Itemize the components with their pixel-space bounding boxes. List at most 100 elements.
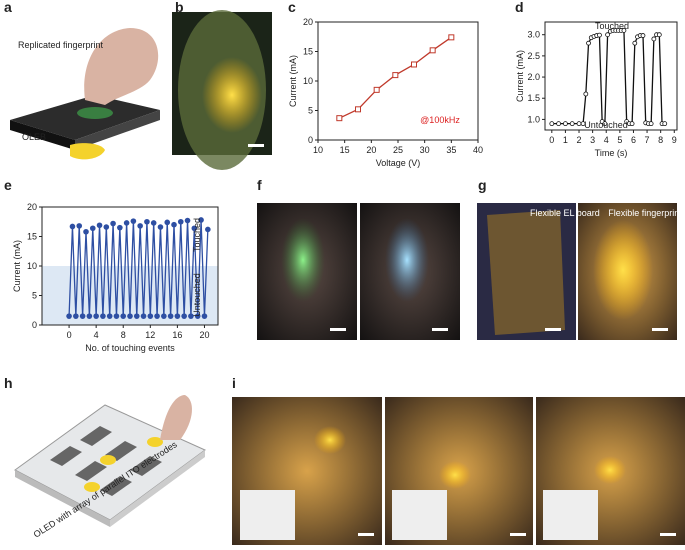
data-point	[167, 313, 174, 319]
photo-g	[477, 203, 677, 340]
data-point	[117, 224, 123, 231]
y-tick-label: 15	[27, 232, 37, 242]
x-tick-label: 5	[617, 135, 622, 145]
annotation: @100kHz	[420, 115, 460, 125]
data-point	[140, 313, 147, 319]
x-tick-label: 8	[658, 135, 663, 145]
data-point	[629, 121, 635, 127]
x-tick-label: 0	[549, 135, 554, 145]
data-point	[120, 313, 127, 319]
annotation: Untouched	[192, 273, 202, 317]
annotation: Untouched	[584, 120, 628, 130]
y-tick-label: 1.0	[527, 114, 540, 124]
x-tick-label: 30	[420, 145, 430, 155]
y-axis-label: Current (mA)	[288, 55, 298, 107]
data-point	[106, 313, 113, 319]
annotation: Touched	[192, 218, 202, 252]
photo-label: Flexible EL board	[530, 208, 600, 218]
panel-label: f	[257, 177, 262, 193]
data-point	[448, 34, 455, 41]
y-tick-label: 1.5	[527, 93, 540, 103]
data-point	[191, 225, 198, 232]
data-point	[154, 313, 160, 319]
data-point	[586, 40, 591, 46]
plot-frame	[544, 21, 678, 131]
x-tick-label: 16	[172, 330, 182, 340]
data-point	[392, 72, 399, 79]
x-tick-label: 8	[121, 330, 126, 340]
data-point	[355, 106, 361, 113]
photo-f	[257, 203, 460, 340]
photo-i	[232, 397, 685, 545]
data-point	[171, 221, 177, 228]
x-axis-label: Voltage (V)	[376, 158, 421, 168]
x-tick-label: 7	[645, 135, 650, 145]
data-point	[127, 313, 133, 319]
data-point	[174, 313, 181, 319]
photo-label: Replicated fingerprint	[18, 40, 104, 50]
data-point	[100, 313, 106, 319]
x-tick-label: 25	[393, 145, 403, 155]
data-point	[662, 121, 668, 127]
data-point	[194, 313, 201, 319]
data-point	[336, 115, 343, 122]
data-point	[73, 313, 79, 319]
data-point	[583, 91, 589, 97]
data-point	[198, 217, 204, 223]
y-tick-label: 5	[32, 291, 37, 301]
y-tick-label: 20	[27, 202, 37, 212]
x-tick-label: 20	[199, 330, 209, 340]
photo-label: OLEB	[22, 132, 46, 142]
data-point	[181, 313, 187, 319]
x-tick-label: 10	[313, 145, 323, 155]
y-tick-label: 0	[32, 320, 37, 330]
data-point	[576, 121, 582, 127]
x-tick-label: 40	[473, 145, 483, 155]
data-point	[76, 223, 83, 229]
x-tick-label: 9	[672, 135, 677, 145]
data-point	[69, 223, 76, 230]
data-point	[597, 32, 602, 38]
data-point	[373, 86, 380, 93]
data-point	[164, 219, 171, 226]
y-tick-label: 2.5	[527, 51, 540, 61]
data-point	[656, 32, 662, 38]
data-line	[68, 219, 209, 317]
data-point	[133, 313, 140, 319]
panel-label: a	[4, 0, 12, 15]
panel-label: e	[4, 177, 12, 193]
data-point	[177, 218, 184, 225]
data-point	[569, 121, 575, 127]
photo-label: Flexible fingerprint	[608, 208, 682, 218]
data-point	[605, 32, 610, 38]
data-point	[103, 224, 110, 230]
data-point	[83, 228, 89, 235]
data-point	[137, 223, 143, 229]
data-point	[147, 313, 154, 319]
y-tick-label: 10	[27, 261, 37, 271]
data-point	[144, 218, 150, 225]
data-point	[205, 226, 211, 233]
data-point	[188, 313, 194, 319]
x-tick-label: 6	[631, 135, 636, 145]
data-point	[86, 313, 93, 319]
data-point	[161, 313, 167, 319]
y-tick-label: 5	[308, 106, 313, 116]
y-axis-label: Current (mA)	[12, 240, 22, 292]
data-point	[113, 313, 120, 319]
data-point	[429, 47, 436, 54]
data-point	[89, 225, 96, 232]
data-point	[556, 121, 562, 127]
data-point	[651, 36, 657, 42]
x-tick-label: 1	[563, 135, 568, 145]
y-tick-label: 3.0	[527, 30, 540, 40]
x-tick-label: 3	[590, 135, 595, 145]
annotation: Touched	[595, 21, 629, 31]
data-point	[93, 313, 99, 319]
data-point	[563, 121, 568, 127]
y-axis-label: Current (mA)	[515, 50, 525, 102]
data-point	[96, 222, 103, 229]
illustration-h	[14, 395, 206, 527]
panel-label: d	[515, 0, 524, 15]
y-tick-label: 0	[308, 135, 313, 145]
